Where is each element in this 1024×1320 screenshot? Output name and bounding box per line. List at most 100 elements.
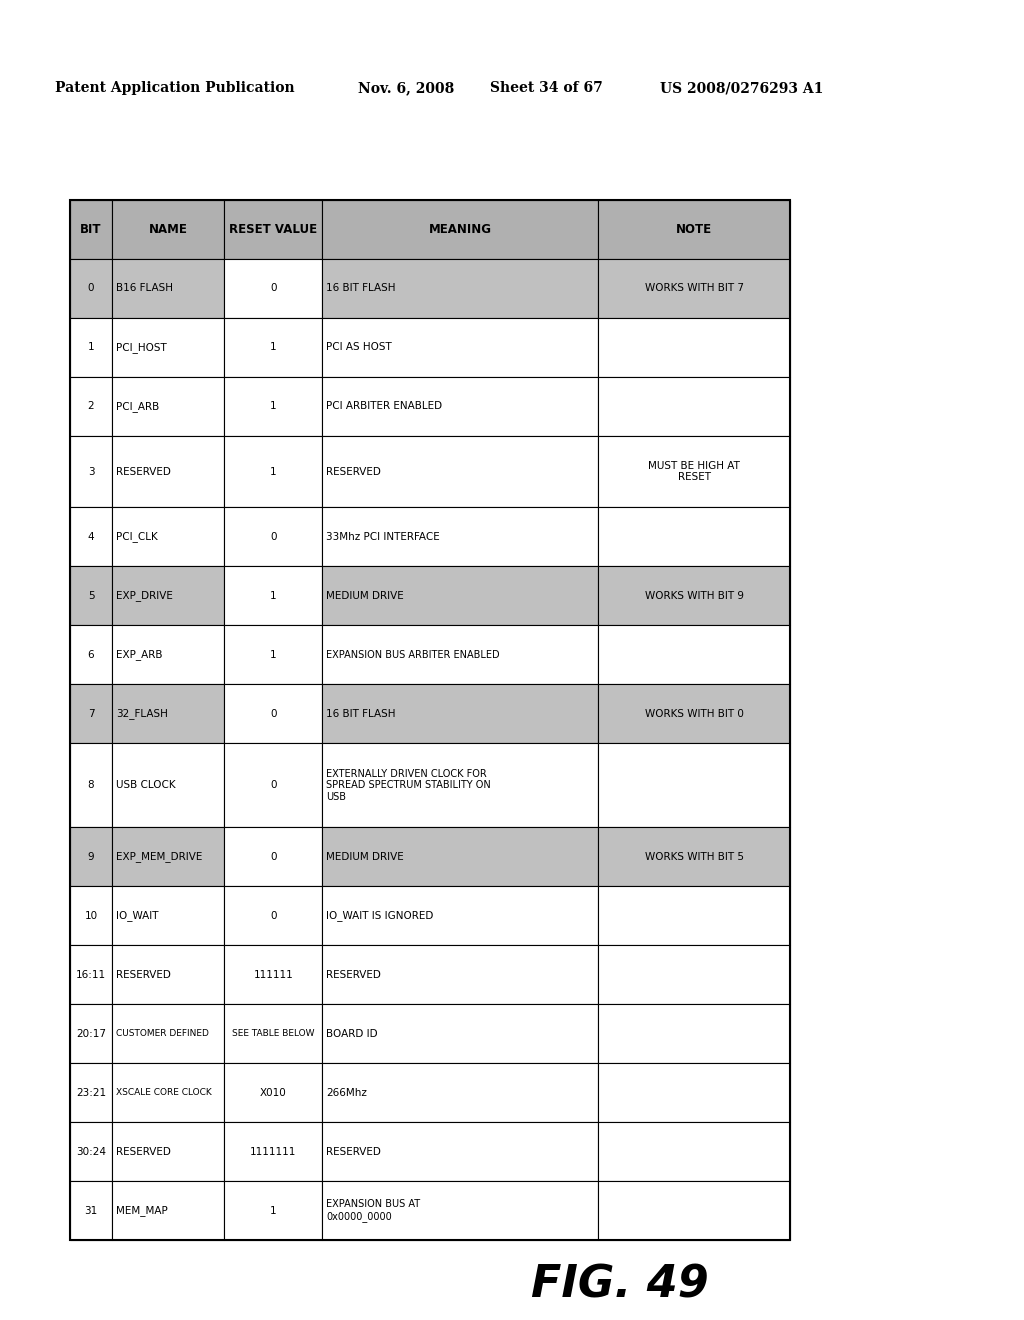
Bar — [70, 1181, 112, 1239]
Text: 16:11: 16:11 — [76, 970, 106, 979]
Bar — [112, 1005, 224, 1063]
Text: 4: 4 — [88, 532, 94, 541]
Text: US 2008/0276293 A1: US 2008/0276293 A1 — [660, 81, 823, 95]
Bar — [224, 259, 323, 318]
Bar — [598, 945, 790, 1005]
Bar — [323, 945, 598, 1005]
Bar — [112, 1063, 224, 1122]
Bar — [598, 626, 790, 684]
Bar — [112, 318, 224, 378]
Bar — [112, 1181, 224, 1239]
Text: 1: 1 — [270, 649, 276, 660]
Bar — [323, 626, 598, 684]
Bar — [224, 318, 323, 378]
Bar — [112, 743, 224, 828]
Text: WORKS WITH BIT 7: WORKS WITH BIT 7 — [645, 284, 743, 293]
Text: 0: 0 — [270, 911, 276, 920]
Bar — [224, 566, 323, 626]
Bar — [112, 201, 224, 259]
Text: EXTERNALLY DRIVEN CLOCK FOR
SPREAD SPECTRUM STABILITY ON
USB: EXTERNALLY DRIVEN CLOCK FOR SPREAD SPECT… — [327, 768, 492, 801]
Bar — [598, 318, 790, 378]
Bar — [70, 566, 112, 626]
Bar — [112, 436, 224, 507]
Text: XSCALE CORE CLOCK: XSCALE CORE CLOCK — [116, 1088, 212, 1097]
Bar — [598, 684, 790, 743]
Bar — [70, 318, 112, 378]
Text: PCI_CLK: PCI_CLK — [116, 532, 158, 543]
Bar — [323, 436, 598, 507]
Bar — [70, 201, 112, 259]
Text: PCI AS HOST: PCI AS HOST — [327, 342, 392, 352]
Text: IO_WAIT IS IGNORED: IO_WAIT IS IGNORED — [327, 909, 434, 921]
Text: 31: 31 — [84, 1205, 97, 1216]
Bar — [224, 201, 323, 259]
Text: PCI ARBITER ENABLED: PCI ARBITER ENABLED — [327, 401, 442, 412]
Text: RESERVED: RESERVED — [327, 467, 381, 477]
Text: MUST BE HIGH AT
RESET: MUST BE HIGH AT RESET — [648, 461, 740, 482]
Text: 7: 7 — [88, 709, 94, 719]
Text: IO_WAIT: IO_WAIT — [116, 909, 159, 921]
Text: 20:17: 20:17 — [76, 1028, 106, 1039]
Text: 16 BIT FLASH: 16 BIT FLASH — [327, 284, 396, 293]
Bar — [323, 1063, 598, 1122]
Bar — [224, 828, 323, 886]
Text: RESERVED: RESERVED — [116, 467, 171, 477]
Bar — [70, 886, 112, 945]
Bar — [323, 1181, 598, 1239]
Text: USB CLOCK: USB CLOCK — [116, 780, 176, 791]
Bar — [598, 259, 790, 318]
Bar — [224, 436, 323, 507]
Bar — [224, 1005, 323, 1063]
Text: 1111111: 1111111 — [250, 1147, 297, 1156]
Bar — [598, 436, 790, 507]
Text: NOTE: NOTE — [676, 223, 713, 236]
Bar — [323, 507, 598, 566]
Bar — [323, 318, 598, 378]
Text: 6: 6 — [88, 649, 94, 660]
Text: WORKS WITH BIT 9: WORKS WITH BIT 9 — [645, 591, 743, 601]
Text: 8: 8 — [88, 780, 94, 791]
Bar — [112, 566, 224, 626]
Text: MEM_MAP: MEM_MAP — [116, 1205, 168, 1216]
Bar — [598, 886, 790, 945]
Bar — [70, 201, 790, 1239]
Bar — [224, 507, 323, 566]
Text: 16 BIT FLASH: 16 BIT FLASH — [327, 709, 396, 719]
Bar — [598, 1005, 790, 1063]
Text: MEANING: MEANING — [429, 223, 492, 236]
Text: Sheet 34 of 67: Sheet 34 of 67 — [490, 81, 603, 95]
Text: 1: 1 — [270, 401, 276, 412]
Bar — [323, 259, 598, 318]
Text: 32_FLASH: 32_FLASH — [116, 709, 168, 719]
Bar — [323, 886, 598, 945]
Text: BOARD ID: BOARD ID — [327, 1028, 378, 1039]
Bar — [112, 626, 224, 684]
Text: CUSTOMER DEFINED: CUSTOMER DEFINED — [116, 1030, 209, 1038]
Text: 5: 5 — [88, 591, 94, 601]
Bar — [323, 378, 598, 436]
Bar — [598, 1122, 790, 1181]
Bar — [70, 828, 112, 886]
Bar — [323, 566, 598, 626]
Text: MEDIUM DRIVE: MEDIUM DRIVE — [327, 591, 404, 601]
Bar — [224, 1122, 323, 1181]
Bar — [70, 945, 112, 1005]
Bar — [112, 945, 224, 1005]
Bar — [224, 626, 323, 684]
Text: PCI_ARB: PCI_ARB — [116, 401, 160, 412]
Bar — [70, 1122, 112, 1181]
Text: RESERVED: RESERVED — [327, 970, 381, 979]
Text: 23:21: 23:21 — [76, 1088, 106, 1097]
Bar — [70, 378, 112, 436]
Bar — [598, 201, 790, 259]
Bar — [112, 378, 224, 436]
Bar — [224, 1181, 323, 1239]
Text: NAME: NAME — [148, 223, 187, 236]
Bar — [323, 743, 598, 828]
Bar — [224, 743, 323, 828]
Bar — [598, 828, 790, 886]
Bar — [70, 436, 112, 507]
Text: WORKS WITH BIT 0: WORKS WITH BIT 0 — [645, 709, 743, 719]
Bar — [598, 743, 790, 828]
Text: MEDIUM DRIVE: MEDIUM DRIVE — [327, 851, 404, 862]
